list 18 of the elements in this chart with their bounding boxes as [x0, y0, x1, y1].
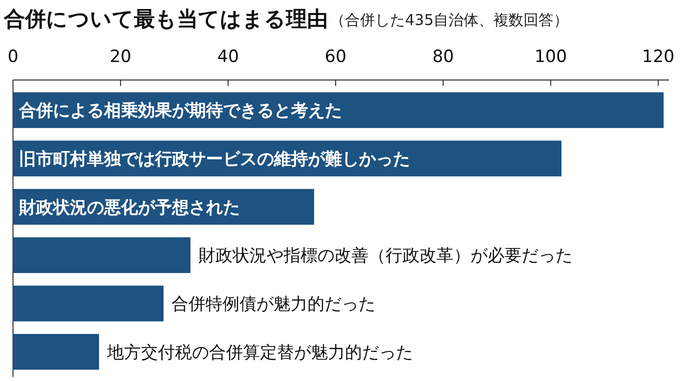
x-tick-label: 40	[217, 47, 239, 67]
bar	[13, 237, 190, 274]
x-tick-label: 100	[534, 47, 567, 67]
x-tick-label: 80	[432, 47, 454, 67]
bar	[13, 334, 100, 370]
x-tick-label: 120	[642, 47, 674, 67]
bar	[13, 286, 164, 322]
x-tick-label: 20	[110, 47, 132, 67]
y-tick-label: 合併による相乗効果が期待できると考えた	[18, 101, 342, 122]
chart-subtitle: （合併した435自治体、複数回答）	[330, 11, 569, 29]
x-tick-label: 0	[8, 47, 18, 67]
x-tick-label: 60	[324, 47, 346, 67]
y-tick-label: 財政状況の悪化が予想された	[18, 198, 240, 218]
y-tick-label: 旧市町村単独では行政サービスの維持が難しかった	[19, 150, 410, 170]
y-tick-label: 地方交付税の合併算定替が魅力的だった	[106, 342, 414, 363]
chart-title: 合併について最も当てはまる理由	[3, 7, 328, 31]
y-tick-label: 合併特例債が魅力的だった	[172, 294, 376, 314]
y-tick-label: 財政状況や指標の改善（行政改革）が必要だった	[198, 246, 572, 266]
